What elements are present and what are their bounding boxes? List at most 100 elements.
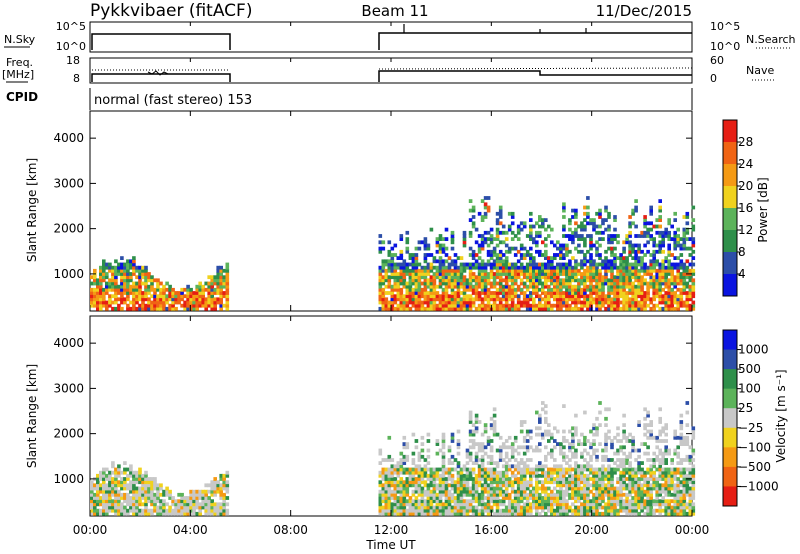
echo-cell [679,294,684,299]
nsky-tick-top: 10^5 [56,20,86,33]
echo-cell [213,291,217,295]
echo-cell [405,268,410,273]
echo-cell [589,445,593,450]
echo-cell [529,502,533,507]
echo-cell [525,287,530,292]
echo-cell [396,489,401,494]
echo-cell [96,483,100,488]
echo-cell [117,499,121,504]
echo-cell [213,297,217,302]
echo-cell [658,483,662,488]
echo-cell [471,208,476,213]
echo-cell [444,253,449,257]
echo-cell [673,505,677,510]
echo-cell [162,306,166,311]
echo-cell [120,470,124,475]
echo-cell [592,505,596,510]
echo-cell [516,259,521,264]
echo-cell [547,287,551,292]
echo-cell [691,483,696,488]
echo-cell [622,423,626,427]
echo-cell [541,218,545,222]
echo-cell [532,502,536,507]
echo-cell [625,454,629,459]
echo-cell [102,489,106,494]
echo-cell [649,268,653,273]
echo-cell [381,287,386,292]
echo-cell [628,262,632,267]
echo-cell [387,477,392,481]
echo-cell [522,291,527,295]
echo-cell [486,294,491,299]
echo-cell [219,496,223,500]
echo-cell [598,230,602,235]
echo-cell [144,486,148,491]
echo-cell [619,300,623,305]
echo-cell [640,278,644,283]
echo-cell [598,483,602,488]
echo-cell [399,511,404,516]
echo-cell [417,306,422,311]
echo-cell [399,470,404,475]
echo-cell [213,511,217,516]
echo-cell [667,489,671,494]
echo-cell [625,237,629,241]
echo-cell [132,480,136,485]
echo-cell [682,439,687,443]
echo-cell [474,240,479,245]
echo-cell [162,287,166,292]
echo-cell [670,511,674,516]
echo-cell [408,262,413,267]
echo-cell [613,300,617,305]
echo-cell [477,306,482,311]
echo-cell [147,508,151,513]
echo-cell [114,259,118,264]
echo-cell [417,297,422,302]
echo-cell [468,445,473,450]
echo-cell [114,278,118,283]
echo-cell [474,451,479,456]
echo-cell [676,483,680,488]
echo-cell [105,272,109,276]
echo-cell [144,306,148,311]
echo-cell [519,496,524,500]
echo-cell [225,483,230,488]
echo-cell [507,294,512,299]
echo-cell [541,287,545,292]
echo-cell [435,477,440,481]
echo-cell [105,291,109,295]
echo-cell [589,502,593,507]
echo-cell [393,294,398,299]
echo-cell [384,502,389,507]
echo-cell [501,272,506,276]
echo-cell [634,496,638,500]
echo-cell [183,502,187,507]
echo-cell [574,492,578,497]
echo-cell [607,246,611,251]
echo-cell [583,253,587,257]
echo-cell [489,426,494,431]
echo-cell [670,480,674,485]
echo-cell [456,429,461,434]
echo-cell [516,496,521,500]
echo-cell [432,486,437,491]
echo-cell [471,496,476,500]
echo-cell [450,297,455,302]
echo-cell [673,511,677,516]
echo-cell [598,303,602,308]
echo-cell [489,467,494,472]
echo-cell [550,489,554,494]
echo-cell [432,480,437,485]
echo-cell [153,297,157,302]
echo-cell [619,268,623,273]
echo-cell [183,511,187,516]
echo-cell [507,505,512,510]
echo-cell [510,508,515,513]
echo-cell [592,297,596,302]
echo-cell [387,249,392,254]
echo-cell [592,451,596,456]
echo-cell [589,483,593,488]
echo-cell [468,410,473,415]
echo-cell [625,496,629,500]
echo-cell [604,272,608,276]
